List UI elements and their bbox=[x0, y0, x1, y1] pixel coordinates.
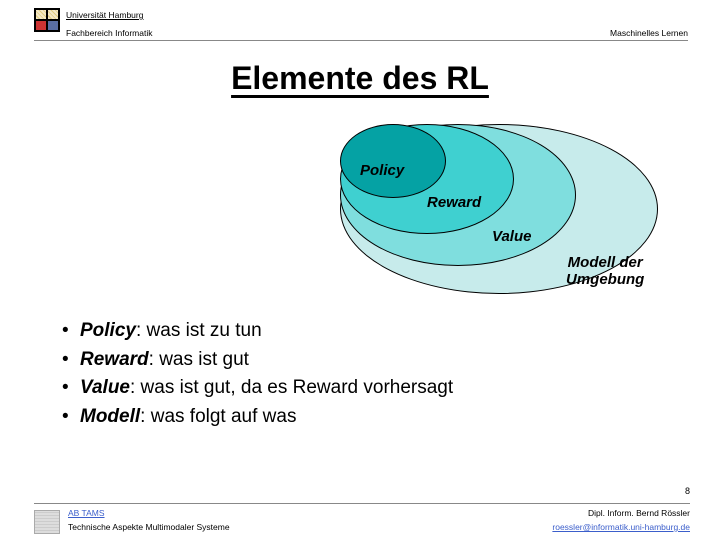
list-item: •Value: was ist gut, da es Reward vorher… bbox=[62, 374, 453, 402]
bullet-dot: • bbox=[62, 403, 80, 431]
bullet-text: : was ist gut, da es Reward vorhersagt bbox=[130, 377, 453, 398]
bullet-term: Value bbox=[80, 377, 130, 398]
lab-subtitle: Technische Aspekte Multimodaler Systeme bbox=[68, 522, 230, 532]
header-rule bbox=[34, 40, 688, 41]
course-name: Maschinelles Lernen bbox=[610, 28, 688, 38]
rl-nested-ellipse-diagram: Modell der Umgebung Value Reward Policy bbox=[340, 124, 658, 294]
bullet-term: Policy bbox=[80, 320, 136, 341]
bullet-dot: • bbox=[62, 346, 80, 374]
list-item: •Policy: was ist zu tun bbox=[62, 317, 453, 345]
author-name: Dipl. Inform. Bernd Rössler bbox=[588, 508, 690, 518]
ellipse-label: Value bbox=[492, 228, 531, 245]
bullet-text: : was folgt auf was bbox=[140, 406, 296, 427]
bullet-list: •Policy: was ist zu tun•Reward: was ist … bbox=[62, 316, 453, 431]
page-title: Elemente des RL bbox=[0, 60, 720, 97]
university-name: Universität Hamburg bbox=[66, 10, 143, 20]
ellipse-policy bbox=[340, 124, 446, 198]
bullet-text: : was ist gut bbox=[149, 349, 249, 370]
bullet-text: : was ist zu tun bbox=[136, 320, 262, 341]
slide: Universität Hamburg Fachbereich Informat… bbox=[0, 0, 720, 540]
footer-rule bbox=[34, 503, 690, 504]
bullet-term: Reward bbox=[80, 349, 149, 370]
lab-logo bbox=[34, 510, 60, 534]
ellipse-label: Modell der Umgebung bbox=[566, 254, 644, 288]
bullet-term: Modell bbox=[80, 406, 140, 427]
ellipse-label: Reward bbox=[427, 194, 481, 211]
page-number: 8 bbox=[685, 486, 690, 496]
author-email[interactable]: roessler@informatik.uni-hamburg.de bbox=[552, 522, 690, 532]
department-name: Fachbereich Informatik bbox=[66, 28, 152, 38]
list-item: •Reward: was ist gut bbox=[62, 346, 453, 374]
list-item: •Modell: was folgt auf was bbox=[62, 403, 453, 431]
ellipse-label: Policy bbox=[360, 162, 404, 179]
lab-link[interactable]: AB TAMS bbox=[68, 508, 105, 518]
university-logo bbox=[34, 8, 60, 32]
bullet-dot: • bbox=[62, 374, 80, 402]
bullet-dot: • bbox=[62, 317, 80, 345]
